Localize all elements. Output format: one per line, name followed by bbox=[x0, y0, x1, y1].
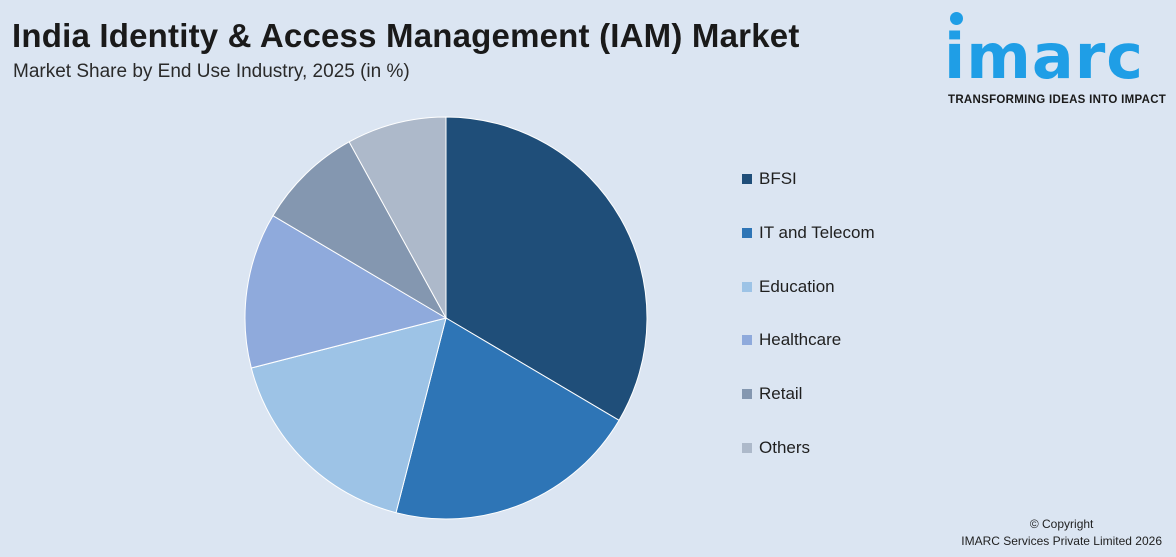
logo-dot-icon bbox=[950, 12, 963, 25]
legend-label: IT and Telecom bbox=[759, 222, 875, 242]
legend-label: Retail bbox=[759, 384, 803, 404]
legend-swatch bbox=[742, 174, 752, 184]
legend-item-it-and-telecom: IT and Telecom bbox=[742, 222, 875, 244]
copyright-footer: © Copyright IMARC Services Private Limit… bbox=[961, 516, 1162, 550]
logo-tagline: TRANSFORMING IDEAS INTO IMPACT bbox=[948, 94, 1167, 106]
legend-swatch bbox=[742, 389, 752, 400]
pie-slice-retail bbox=[272, 141, 448, 320]
copyright-line: © Copyright bbox=[1029, 517, 1094, 531]
legend-swatch bbox=[742, 281, 752, 292]
legend-label: BFSI bbox=[759, 169, 797, 188]
legend-item-others: Others bbox=[742, 437, 810, 459]
legend-item-healthcare: Healthcare bbox=[742, 329, 841, 351]
pie-slice-it-and-telecom bbox=[395, 317, 620, 520]
pie-slice-education bbox=[250, 317, 447, 514]
chart-subtitle: Market Share by End Use Industry, 2025 (… bbox=[13, 61, 410, 82]
legend-item-retail: Retail bbox=[742, 383, 802, 405]
logo-wordmark: imarc bbox=[944, 20, 1145, 93]
legend-swatch bbox=[742, 227, 752, 238]
legend-item-education: Education bbox=[742, 276, 835, 298]
company-line: IMARC Services Private Limited 2026 bbox=[961, 534, 1162, 548]
pie-slice-healthcare bbox=[244, 214, 448, 369]
imarc-logo: imarc TRANSFORMING IDEAS INTO IMPACT bbox=[944, 12, 1172, 112]
pie-slice-others bbox=[348, 116, 447, 319]
legend-swatch bbox=[742, 443, 752, 453]
legend-label: Others bbox=[759, 438, 811, 457]
legend-swatch bbox=[742, 335, 752, 346]
pie-slice-bfsi bbox=[445, 116, 648, 422]
chart-title: India Identity & Access Management (IAM)… bbox=[12, 17, 800, 54]
legend-label: Education bbox=[759, 276, 835, 296]
legend-item-bfsi: BFSI bbox=[742, 168, 797, 190]
legend-label: Healthcare bbox=[759, 330, 842, 350]
